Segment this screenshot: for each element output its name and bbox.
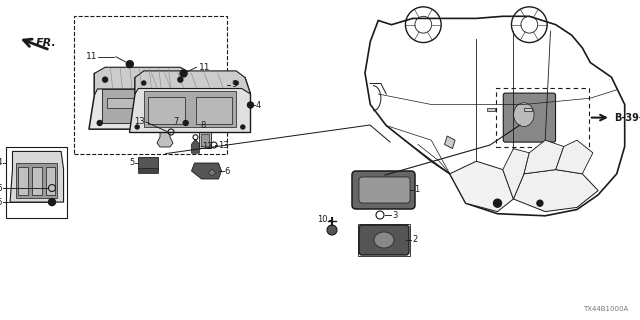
Polygon shape: [450, 161, 513, 212]
Ellipse shape: [514, 103, 534, 126]
Text: 3: 3: [392, 211, 397, 220]
Text: 5: 5: [129, 158, 134, 167]
Bar: [524, 108, 532, 111]
Bar: [201, 134, 209, 146]
Bar: [144, 91, 236, 127]
Text: 7: 7: [173, 117, 179, 126]
Text: TX44B1000A: TX44B1000A: [583, 306, 628, 312]
Text: 15: 15: [0, 198, 3, 207]
Polygon shape: [556, 140, 593, 174]
Circle shape: [183, 121, 188, 125]
Polygon shape: [199, 132, 211, 148]
Circle shape: [178, 77, 183, 82]
Bar: [45, 167, 55, 195]
Polygon shape: [89, 74, 196, 129]
FancyBboxPatch shape: [359, 177, 410, 203]
Text: 2: 2: [412, 236, 417, 244]
Polygon shape: [10, 151, 63, 202]
Polygon shape: [94, 67, 196, 95]
Bar: [496, 88, 589, 147]
Circle shape: [493, 199, 502, 207]
FancyBboxPatch shape: [359, 225, 409, 255]
Bar: [102, 89, 184, 123]
Polygon shape: [191, 163, 221, 179]
Bar: [32, 167, 42, 195]
Bar: [17, 163, 57, 198]
Text: 9: 9: [231, 80, 237, 89]
Bar: [6, 147, 67, 218]
Text: 11: 11: [198, 63, 210, 72]
Bar: [138, 168, 158, 173]
Circle shape: [102, 77, 108, 82]
Polygon shape: [191, 139, 200, 153]
Circle shape: [241, 125, 245, 129]
Polygon shape: [135, 71, 250, 94]
FancyBboxPatch shape: [503, 93, 556, 142]
Bar: [108, 98, 178, 108]
Polygon shape: [524, 140, 564, 174]
Circle shape: [126, 61, 133, 68]
Text: FR.: FR.: [36, 38, 57, 48]
Text: 10: 10: [317, 215, 328, 225]
Text: 8: 8: [200, 122, 205, 131]
Circle shape: [180, 70, 187, 77]
Polygon shape: [157, 125, 173, 147]
Bar: [195, 97, 232, 124]
Bar: [138, 157, 158, 169]
Text: B-39-50: B-39-50: [614, 113, 640, 123]
Text: 16: 16: [0, 184, 3, 193]
Text: 6: 6: [225, 166, 230, 175]
Circle shape: [135, 125, 140, 129]
Polygon shape: [445, 136, 455, 148]
Text: 4: 4: [256, 100, 261, 109]
Circle shape: [97, 121, 102, 125]
Circle shape: [142, 81, 146, 85]
Bar: [358, 224, 410, 256]
Bar: [19, 167, 28, 195]
Text: 13: 13: [218, 140, 228, 149]
Circle shape: [537, 200, 543, 206]
Text: 1: 1: [414, 186, 419, 195]
Polygon shape: [209, 169, 216, 176]
Text: 14: 14: [0, 158, 3, 167]
Circle shape: [327, 225, 337, 235]
Polygon shape: [513, 170, 598, 212]
Text: 12: 12: [202, 142, 213, 151]
Bar: [148, 97, 184, 124]
Text: 13: 13: [134, 117, 145, 126]
Ellipse shape: [374, 232, 394, 248]
Circle shape: [234, 81, 238, 85]
Text: 11: 11: [86, 52, 97, 61]
FancyBboxPatch shape: [352, 171, 415, 209]
Circle shape: [49, 199, 56, 206]
Bar: [487, 108, 495, 111]
Polygon shape: [129, 77, 250, 132]
Bar: [74, 16, 227, 154]
Polygon shape: [503, 148, 529, 199]
Circle shape: [248, 102, 253, 108]
